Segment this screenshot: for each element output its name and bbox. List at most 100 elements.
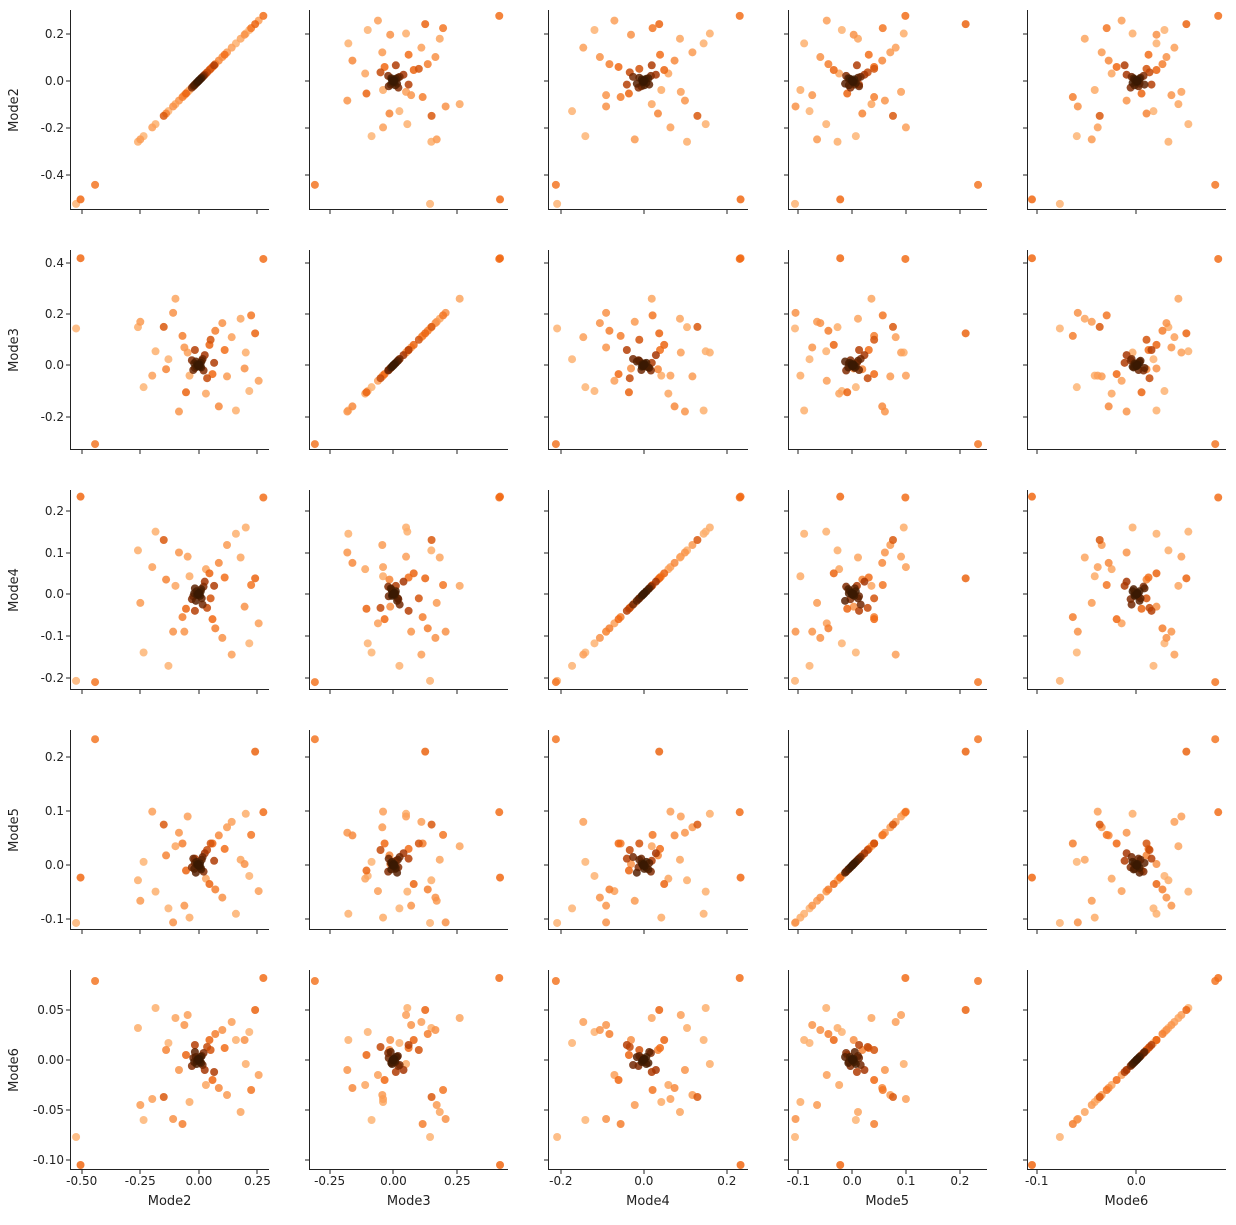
ytick — [305, 174, 309, 175]
data-point — [1162, 53, 1170, 61]
data-point — [386, 31, 394, 39]
data-point — [631, 135, 639, 143]
ytick — [784, 127, 788, 128]
data-point — [210, 582, 218, 590]
data-point — [615, 840, 623, 848]
data-point — [405, 1041, 413, 1049]
data-point — [175, 549, 183, 557]
data-point — [1149, 355, 1157, 363]
ytick — [66, 811, 70, 812]
data-point — [210, 1068, 218, 1076]
data-point — [683, 323, 691, 331]
data-point — [694, 536, 702, 544]
data-point — [813, 599, 821, 607]
data-point — [833, 138, 841, 146]
data-point — [627, 31, 635, 39]
data-point — [255, 619, 263, 627]
data-point — [847, 862, 855, 870]
data-point — [164, 355, 172, 363]
data-point — [396, 1039, 404, 1047]
scatter-matrix-figure: -0.4-0.20.00.2Mode2-0.20.00.20.4Mode3-0.… — [0, 0, 1236, 1225]
data-point — [813, 1101, 821, 1109]
data-point — [162, 576, 170, 584]
data-point — [629, 1061, 637, 1069]
data-point — [1102, 831, 1110, 839]
data-point — [648, 100, 656, 108]
data-point — [77, 254, 85, 262]
data-point — [136, 897, 144, 905]
data-point — [1117, 17, 1125, 25]
ytick — [66, 127, 70, 128]
data-point — [428, 1093, 436, 1101]
data-point — [870, 840, 878, 848]
data-point — [374, 17, 382, 25]
data-point — [737, 195, 745, 203]
data-point — [961, 574, 969, 582]
data-point — [251, 20, 259, 28]
data-point — [1170, 651, 1178, 659]
ytick — [544, 594, 548, 595]
data-point — [615, 63, 623, 71]
data-point — [626, 374, 634, 382]
xtick — [560, 450, 561, 454]
data-point — [377, 604, 385, 612]
data-point — [878, 402, 886, 410]
panel-Mode3-vs-Mode3 — [309, 250, 508, 450]
data-point — [241, 603, 249, 611]
data-point — [1028, 874, 1036, 882]
data-point — [891, 1018, 899, 1026]
data-point — [418, 44, 426, 52]
data-point — [1133, 1055, 1141, 1063]
data-point — [816, 1026, 824, 1034]
data-point — [1096, 323, 1104, 331]
data-point — [661, 1036, 669, 1044]
yticklabel: 0.00 — [37, 1053, 64, 1067]
data-point — [1164, 876, 1172, 884]
data-point — [863, 1043, 871, 1051]
ytick — [66, 1110, 70, 1111]
ytick — [1023, 677, 1027, 678]
data-point — [626, 846, 634, 854]
ylabel-Mode4: Mode4 — [7, 568, 22, 612]
ytick — [66, 416, 70, 417]
data-point — [1147, 81, 1155, 89]
xticklabel: 0.0 — [634, 1174, 653, 1188]
data-point — [816, 53, 824, 61]
data-point — [251, 574, 259, 582]
xticklabel: -0.25 — [314, 1174, 345, 1188]
xtick — [140, 690, 141, 694]
data-point — [402, 524, 410, 532]
data-point — [456, 100, 464, 108]
data-point — [186, 914, 194, 922]
panel-Mode3-vs-Mode6 — [1027, 250, 1226, 450]
ytick — [544, 811, 548, 812]
data-point — [833, 1024, 841, 1032]
ytick — [305, 416, 309, 417]
data-point — [648, 295, 656, 303]
data-point — [870, 1120, 878, 1128]
data-point — [218, 1026, 226, 1034]
data-point — [407, 628, 415, 636]
data-point — [361, 875, 369, 883]
data-point — [349, 402, 357, 410]
data-point — [1164, 138, 1172, 146]
data-point — [671, 1084, 679, 1092]
data-point — [496, 874, 504, 882]
data-point — [1069, 332, 1077, 340]
data-point — [232, 910, 240, 918]
data-point — [134, 1024, 142, 1032]
data-point — [1214, 255, 1222, 263]
data-point — [1091, 914, 1099, 922]
data-point — [602, 309, 610, 317]
data-point — [205, 569, 213, 577]
xtick — [560, 690, 561, 694]
data-point — [1160, 387, 1168, 395]
scatter-plot — [1027, 730, 1226, 930]
data-point — [737, 874, 745, 882]
data-point — [808, 628, 816, 636]
data-point — [343, 1066, 351, 1074]
xtick — [1136, 210, 1137, 214]
panel-Mode6-vs-Mode6: -0.10.0Mode6 — [1027, 970, 1226, 1170]
scatter-plot — [548, 250, 747, 450]
ytick — [1023, 1010, 1027, 1011]
